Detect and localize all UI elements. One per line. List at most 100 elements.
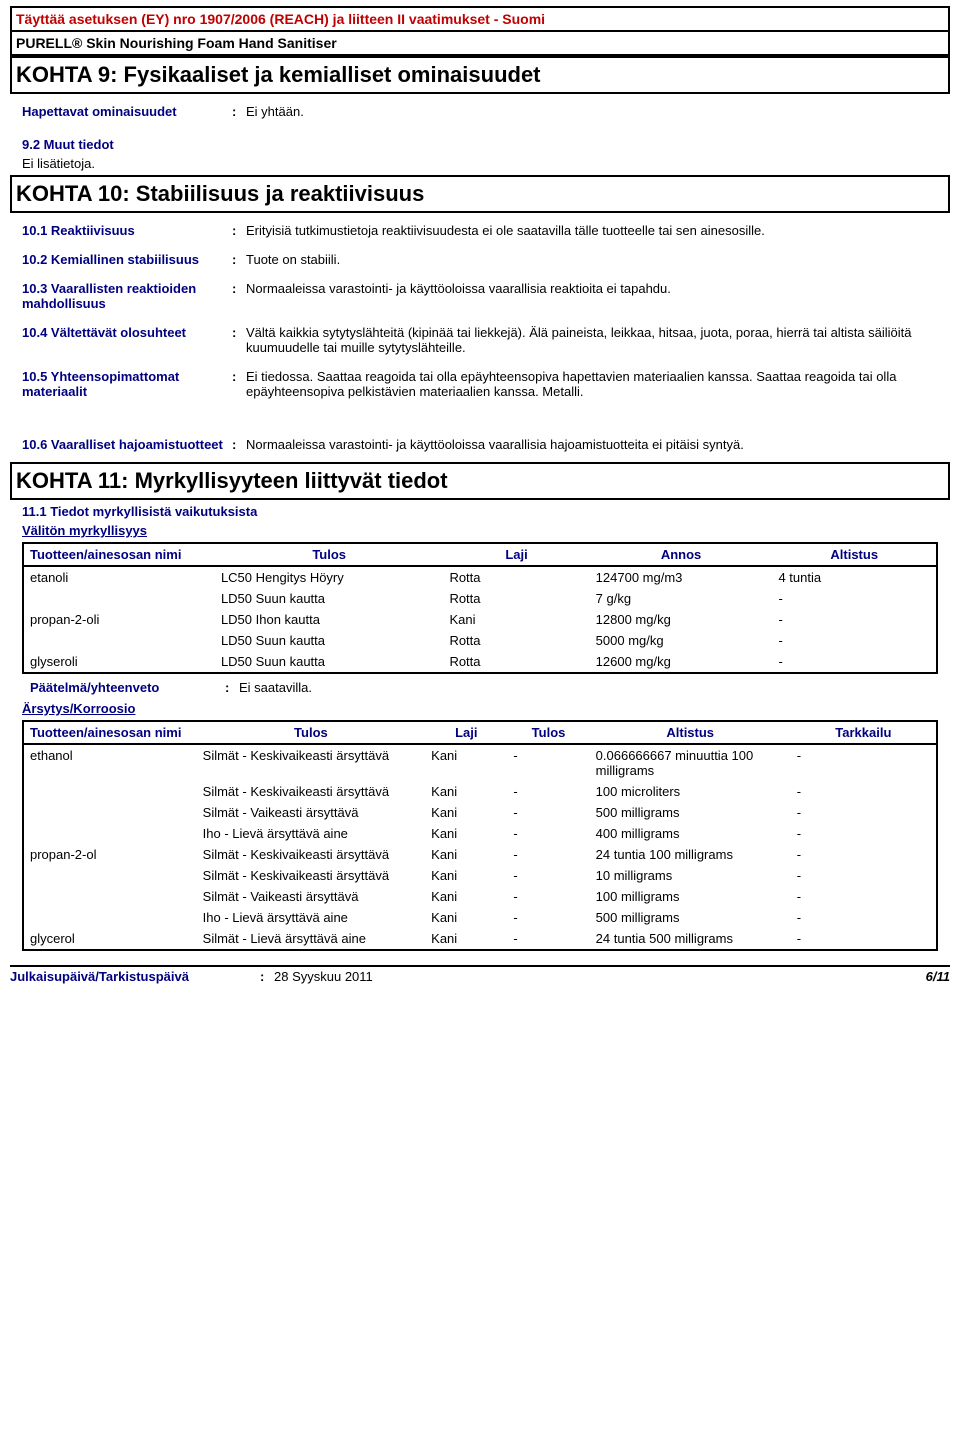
haz-reactions-value: Normaaleissa varastointi- ja käyttöolois…: [246, 281, 938, 311]
oxidizing-label: Hapettavat ominaisuudet: [22, 104, 232, 119]
section-9-2-title: 9.2 Muut tiedot: [22, 137, 938, 152]
table-cell: Silmät - Vaikeasti ärsyttävä: [197, 886, 426, 907]
conclusion-value: Ei saatavilla.: [239, 680, 938, 695]
table-cell: 124700 mg/m3: [590, 566, 773, 588]
table-row: ethanolSilmät - Keskivaikeasti ärsyttävä…: [23, 744, 937, 781]
th-exposure: Altistus: [590, 721, 791, 744]
table-row: LD50 Suun kauttaRotta5000 mg/kg-: [23, 630, 937, 651]
conclusion-label: Päätelmä/yhteenveto: [30, 680, 225, 695]
table-row: Silmät - Keskivaikeasti ärsyttäväKani-10…: [23, 781, 937, 802]
table-cell: [23, 802, 197, 823]
table-cell: Silmät - Keskivaikeasti ärsyttävä: [197, 844, 426, 865]
table-cell: Kani: [425, 744, 507, 781]
th-result: Tulos: [197, 721, 426, 744]
conditions-avoid-label: 10.4 Vältettävät olosuhteet: [22, 325, 232, 355]
haz-reactions-label: 10.3 Vaarallisten reaktioiden mahdollisu…: [22, 281, 232, 311]
table-cell: -: [772, 651, 937, 673]
table-cell: [23, 907, 197, 928]
table-cell: LD50 Suun kautta: [215, 651, 444, 673]
table-cell: 100 milligrams: [590, 886, 791, 907]
incompatible-value: Ei tiedossa. Saattaa reagoida tai olla e…: [246, 369, 938, 399]
th-exposure: Altistus: [772, 543, 937, 566]
table-cell: -: [791, 802, 937, 823]
table-cell: 4 tuntia: [772, 566, 937, 588]
th-observation: Tarkkailu: [791, 721, 937, 744]
irritation-title: Ärsytys/Korroosio: [22, 701, 938, 716]
oxidizing-value: Ei yhtään.: [246, 104, 938, 119]
th-dose: Annos: [590, 543, 773, 566]
table-cell: 0.066666667 minuuttia 100 milligrams: [590, 744, 791, 781]
footer-date-value: 28 Syyskuu 2011: [274, 969, 373, 984]
page-footer: Julkaisupäivä/Tarkistuspäivä : 28 Syysku…: [10, 965, 950, 984]
table-cell: -: [791, 744, 937, 781]
table-cell: 500 milligrams: [590, 802, 791, 823]
table-cell: Silmät - Keskivaikeasti ärsyttävä: [197, 781, 426, 802]
section-9-2-text: Ei lisätietoja.: [22, 156, 938, 171]
table-cell: [23, 823, 197, 844]
product-name: PURELL® Skin Nourishing Foam Hand Saniti…: [12, 32, 948, 54]
table-cell: 24 tuntia 500 milligrams: [590, 928, 791, 950]
reactivity-value: Erityisiä tutkimustietoja reaktiivisuude…: [246, 223, 938, 238]
irritation-table: Tuotteen/ainesosan nimi Tulos Laji Tulos…: [22, 720, 938, 951]
table-cell: [23, 630, 215, 651]
compliance-header: Täyttää asetuksen (EY) nro 1907/2006 (RE…: [12, 8, 948, 30]
table-cell: Rotta: [443, 630, 589, 651]
page-number: 6/11: [926, 969, 950, 984]
incompatible-label: 10.5 Yhteensopimattomat materiaalit: [22, 369, 232, 399]
table-cell: -: [507, 744, 589, 781]
table-row: Iho - Lievä ärsyttävä aineKani-400 milli…: [23, 823, 937, 844]
table-row: glyseroliLD50 Suun kauttaRotta12600 mg/k…: [23, 651, 937, 673]
table-cell: -: [507, 781, 589, 802]
table-cell: -: [507, 907, 589, 928]
th-result2: Tulos: [507, 721, 589, 744]
table-cell: -: [507, 928, 589, 950]
table-cell: -: [507, 802, 589, 823]
acute-toxicity-title: Välitön myrkyllisyys: [22, 523, 938, 538]
table-cell: 500 milligrams: [590, 907, 791, 928]
section-11-title: KOHTA 11: Myrkyllisyyteen liittyvät tied…: [12, 464, 948, 498]
th-name: Tuotteen/ainesosan nimi: [23, 721, 197, 744]
table-cell: Kani: [425, 823, 507, 844]
toxicity-table: Tuotteen/ainesosan nimi Tulos Laji Annos…: [22, 542, 938, 674]
conditions-avoid-value: Vältä kaikkia sytytyslähteitä (kipinää t…: [246, 325, 938, 355]
th-species: Laji: [443, 543, 589, 566]
table-cell: 10 milligrams: [590, 865, 791, 886]
table-row: Iho - Lievä ärsyttävä aineKani-500 milli…: [23, 907, 937, 928]
table-cell: -: [772, 609, 937, 630]
table-cell: Silmät - Lievä ärsyttävä aine: [197, 928, 426, 950]
table-cell: -: [791, 886, 937, 907]
table-cell: -: [791, 907, 937, 928]
table-cell: [23, 588, 215, 609]
table-cell: Iho - Lievä ärsyttävä aine: [197, 907, 426, 928]
table-cell: LD50 Ihon kautta: [215, 609, 444, 630]
table-cell: -: [791, 823, 937, 844]
stability-label: 10.2 Kemiallinen stabiilisuus: [22, 252, 232, 267]
table-cell: Kani: [425, 928, 507, 950]
table-cell: Rotta: [443, 651, 589, 673]
table-cell: -: [791, 928, 937, 950]
table-cell: 5000 mg/kg: [590, 630, 773, 651]
table-cell: Silmät - Keskivaikeasti ärsyttävä: [197, 744, 426, 781]
section-10-title: KOHTA 10: Stabiilisuus ja reaktiivisuus: [12, 177, 948, 211]
table-cell: Rotta: [443, 588, 589, 609]
table-cell: propan-2-oli: [23, 609, 215, 630]
th-species: Laji: [425, 721, 507, 744]
table-cell: -: [507, 844, 589, 865]
table-cell: LD50 Suun kautta: [215, 630, 444, 651]
table-row: etanoliLC50 Hengitys HöyryRotta124700 mg…: [23, 566, 937, 588]
table-cell: -: [507, 823, 589, 844]
table-row: LD50 Suun kauttaRotta7 g/kg-: [23, 588, 937, 609]
stability-value: Tuote on stabiili.: [246, 252, 938, 267]
table-cell: -: [791, 844, 937, 865]
decomp-label: 10.6 Vaaralliset hajoamistuotteet: [22, 437, 232, 452]
table-cell: LD50 Suun kautta: [215, 588, 444, 609]
table-row: Silmät - Vaikeasti ärsyttäväKani -100 mil…: [23, 886, 937, 907]
table-cell: 100 microliters: [590, 781, 791, 802]
table-cell: -: [507, 865, 589, 886]
table-cell: etanoli: [23, 566, 215, 588]
table-cell: glycerol: [23, 928, 197, 950]
table-cell: Kani: [425, 802, 507, 823]
table-cell: Kani: [425, 886, 507, 907]
footer-date-label: Julkaisupäivä/Tarkistuspäivä: [10, 969, 260, 984]
reactivity-label: 10.1 Reaktiivisuus: [22, 223, 232, 238]
